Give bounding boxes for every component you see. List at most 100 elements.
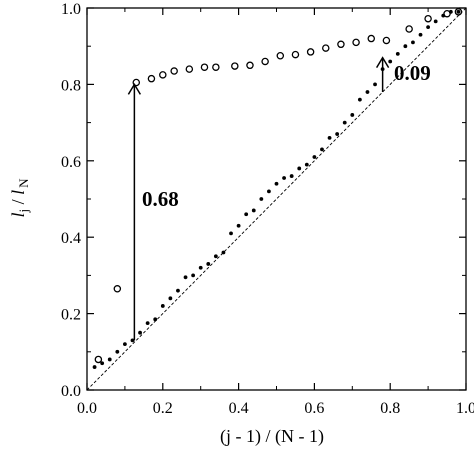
dot-point [130, 338, 135, 343]
dot-point [176, 288, 180, 293]
y-tick-label: 0.6 [61, 154, 81, 171]
dot-point [365, 90, 370, 94]
dot-point [441, 13, 446, 18]
dot-point [160, 304, 165, 308]
open-circle-point [337, 40, 345, 49]
dot-point [274, 181, 279, 186]
dot-point [236, 223, 241, 228]
plot-axes: 0.0 0.2 0.4 0.6 0.8 1.0 0.0 0.2 0.4 0.6 0.8 1.0 [61, 1, 474, 417]
dot-point [191, 273, 196, 278]
series-1 [92, 9, 461, 369]
dot-point [388, 59, 393, 64]
open-circle-point [306, 48, 315, 56]
x-tick-label: 0.2 [153, 400, 173, 417]
dot-point [403, 44, 408, 49]
open-circle-point [94, 355, 103, 364]
open-circle-point [382, 36, 391, 45]
dot-point [251, 208, 256, 213]
y-tick-label: 0.0 [61, 383, 81, 400]
dot-point [335, 132, 340, 136]
dot-point [395, 51, 400, 56]
dot-point [373, 82, 377, 87]
dot-point [229, 231, 233, 236]
dot-point [456, 9, 461, 14]
annotation-arrow-1: 0.09 [375, 56, 431, 93]
x-tick-label: 0.6 [304, 400, 324, 417]
open-circle-point [147, 74, 156, 83]
y-axis-label: lj / lN [8, 178, 31, 218]
x-tick-label: 1.0 [456, 400, 474, 417]
dot-point [138, 330, 142, 335]
open-circle-point [276, 52, 285, 60]
open-circle-point [424, 14, 432, 23]
annotation-group: 0.68 0.09 [127, 56, 431, 341]
dot-point [213, 254, 218, 259]
dot-point [426, 25, 430, 29]
dot-point [297, 166, 302, 171]
open-circle-point [212, 63, 220, 71]
x-tick-label: 0.4 [229, 400, 249, 417]
open-circle-point [231, 62, 239, 70]
dot-point [320, 147, 324, 152]
x-tick-label: 0.8 [380, 400, 400, 417]
y-tick-label: 1.0 [61, 1, 81, 18]
y-tick-label: 0.8 [61, 77, 81, 94]
dot-point [198, 265, 203, 270]
dot-point [123, 342, 127, 347]
annotation-label: 0.09 [394, 61, 431, 85]
open-circle-point [405, 25, 413, 33]
dot-point [92, 365, 97, 369]
open-circle-point [159, 71, 167, 79]
arrow-head [375, 56, 390, 69]
axis-labels-group: (j - 1) / (N - 1) lj / lN [8, 178, 324, 447]
dot-point [183, 275, 188, 280]
x-axis-label: (j - 1) / (N - 1) [220, 426, 324, 447]
dot-point [411, 40, 415, 45]
dot-point [350, 113, 355, 117]
open-circle-point [443, 9, 451, 18]
arrow-head [127, 82, 142, 95]
dot-point [100, 361, 105, 366]
open-circle-point [170, 67, 178, 75]
dot-point [433, 19, 438, 24]
y-label-sub-main: j [16, 209, 31, 214]
x-tick-label: 0.0 [77, 400, 97, 417]
open-circle-point [291, 50, 300, 59]
dot-point [342, 120, 347, 125]
dot-point [312, 155, 317, 159]
annotation-label: 0.68 [142, 187, 179, 211]
open-circle-point [352, 38, 360, 47]
dot-point [221, 250, 226, 255]
open-circle-point [185, 65, 194, 73]
y-label-slash: / [8, 195, 28, 209]
dot-point [115, 349, 120, 354]
dot-point [289, 174, 294, 178]
open-circle-point [246, 61, 254, 70]
series-group [92, 8, 463, 369]
annotation-arrow-0: 0.68 [127, 82, 179, 341]
open-circle-point [367, 34, 375, 43]
open-circle-point [322, 44, 330, 52]
dot-point [107, 357, 112, 362]
dot-point [145, 321, 150, 326]
y-tick-label: 0.4 [61, 230, 81, 247]
y-label-denominator: l [8, 190, 28, 195]
dot-point [357, 97, 362, 102]
series-0 [94, 8, 463, 364]
y-label-main: l [8, 213, 28, 218]
open-circle-point [200, 63, 209, 71]
open-circle-point [261, 57, 269, 66]
dot-point [448, 9, 453, 14]
dot-point [327, 135, 332, 140]
open-circle-point [113, 285, 122, 293]
y-tick-label: 0.2 [61, 307, 81, 324]
dot-point [168, 296, 173, 301]
dot-point [282, 176, 286, 180]
dot-point [267, 189, 271, 194]
dot-point [244, 212, 249, 217]
dot-point [153, 317, 158, 322]
dot-point [304, 162, 309, 167]
dot-point [206, 262, 211, 266]
y-label-sub-denominator: N [16, 178, 31, 188]
